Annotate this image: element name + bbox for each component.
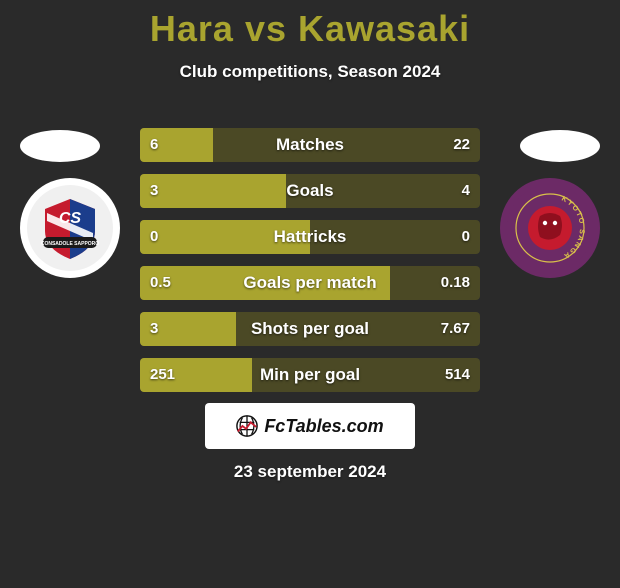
svg-text:CS: CS [59, 210, 82, 227]
bar-label: Goals [140, 174, 480, 208]
svg-text:CONSADOLE SAPPORO: CONSADOLE SAPPORO [41, 241, 99, 247]
bar-row: Shots per goal3 7.67 [140, 312, 480, 346]
bar-value-left: 6 [150, 128, 158, 162]
bar-label: Min per goal [140, 358, 480, 392]
club-badge-left: CS CONSADOLE SAPPORO [20, 178, 120, 278]
page-subtitle: Club competitions, Season 2024 [0, 62, 620, 82]
bar-row: Min per goal251 514 [140, 358, 480, 392]
portrait-placeholder-right [520, 130, 600, 162]
club-badge-right: KYOTO SANGA [500, 178, 600, 278]
bar-value-right: 7.67 [441, 312, 470, 346]
bar-row: Hattricks0 0 [140, 220, 480, 254]
bar-value-left: 251 [150, 358, 175, 392]
bar-label: Hattricks [140, 220, 480, 254]
comparison-bars: Matches622Goals34Hattricks00Goals per ma… [140, 128, 480, 404]
bar-value-right: 0.18 [441, 266, 470, 300]
bar-value-left: 0.5 [150, 266, 171, 300]
bar-row: Goals3 4 [140, 174, 480, 208]
bar-value-left: 3 [150, 312, 158, 346]
bar-value-right: 0 [462, 220, 470, 254]
page-title: Hara vs Kawasaki [0, 8, 620, 50]
bar-value-left: 0 [150, 220, 158, 254]
kyoto-sanga-icon: KYOTO SANGA [509, 187, 591, 269]
bar-label: Matches [140, 128, 480, 162]
fctables-logo-icon [236, 415, 258, 437]
bar-value-right: 514 [445, 358, 470, 392]
portrait-placeholder-left [20, 130, 100, 162]
consadole-sapporo-icon: CS CONSADOLE SAPPORO [35, 193, 105, 263]
bar-value-left: 3 [150, 174, 158, 208]
bar-row: Goals per match0.5 0.18 [140, 266, 480, 300]
bar-value-right: 4 [462, 174, 470, 208]
bar-label: Shots per goal [140, 312, 480, 346]
bar-value-right: 22 [453, 128, 470, 162]
brand-text: FcTables.com [264, 416, 383, 437]
infographic-date: 23 september 2024 [0, 462, 620, 482]
bar-label: Goals per match [140, 266, 480, 300]
brand-box[interactable]: FcTables.com [205, 403, 415, 449]
bar-row: Matches6 22 [140, 128, 480, 162]
